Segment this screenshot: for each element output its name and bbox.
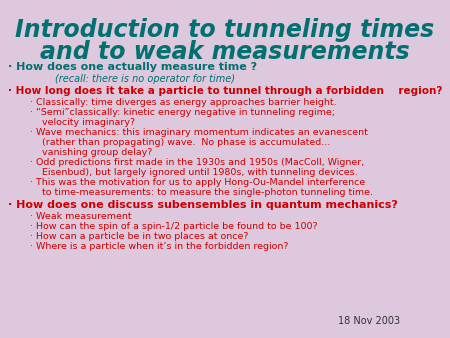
Text: to time-measurements: to measure the single-photon tunneling time.: to time-measurements: to measure the sin… xyxy=(42,188,373,197)
Text: · Wave mechanics: this imaginary momentum indicates an evanescent: · Wave mechanics: this imaginary momentu… xyxy=(30,128,368,137)
Text: · Where is a particle when it’s in the forbidden region?: · Where is a particle when it’s in the f… xyxy=(30,242,288,251)
Text: · How does one actually measure time ?: · How does one actually measure time ? xyxy=(8,62,257,72)
Text: vanishing group delay?: vanishing group delay? xyxy=(42,148,153,157)
Text: · Odd predictions first made in the 1930s and 1950s (MacColl, Wigner,: · Odd predictions first made in the 1930… xyxy=(30,158,364,167)
Text: · “Semi”classically: kinetic energy negative in tunneling regime;: · “Semi”classically: kinetic energy nega… xyxy=(30,108,335,117)
Text: velocity imaginary?: velocity imaginary? xyxy=(42,118,135,127)
Text: and to weak measurements: and to weak measurements xyxy=(40,40,410,64)
Text: (recall: there is no operator for time): (recall: there is no operator for time) xyxy=(55,74,235,84)
Text: · How can a particle be in two places at once?: · How can a particle be in two places at… xyxy=(30,232,248,241)
Text: (rather than propagating) wave.  No phase is accumulated...: (rather than propagating) wave. No phase… xyxy=(42,138,330,147)
Text: Introduction to tunneling times: Introduction to tunneling times xyxy=(15,18,435,42)
Text: · Weak measurement: · Weak measurement xyxy=(30,212,131,221)
Text: · Classically: time diverges as energy approaches barrier height.: · Classically: time diverges as energy a… xyxy=(30,98,337,107)
Text: Eisenbud), but largely ignored until 1980s, with tunneling devices.: Eisenbud), but largely ignored until 198… xyxy=(42,168,358,177)
Text: · How can the spin of a spin-1/2 particle be found to be 100?: · How can the spin of a spin-1/2 particl… xyxy=(30,222,318,231)
Text: · This was the motivation for us to apply Hong-Ou-Mandel interference: · This was the motivation for us to appl… xyxy=(30,178,365,187)
Text: 18 Nov 2003: 18 Nov 2003 xyxy=(338,316,400,326)
Text: · How long does it take a particle to tunnel through a forbidden    region?: · How long does it take a particle to tu… xyxy=(8,86,442,96)
Text: · How does one discuss subensembles in quantum mechanics?: · How does one discuss subensembles in q… xyxy=(8,200,398,210)
